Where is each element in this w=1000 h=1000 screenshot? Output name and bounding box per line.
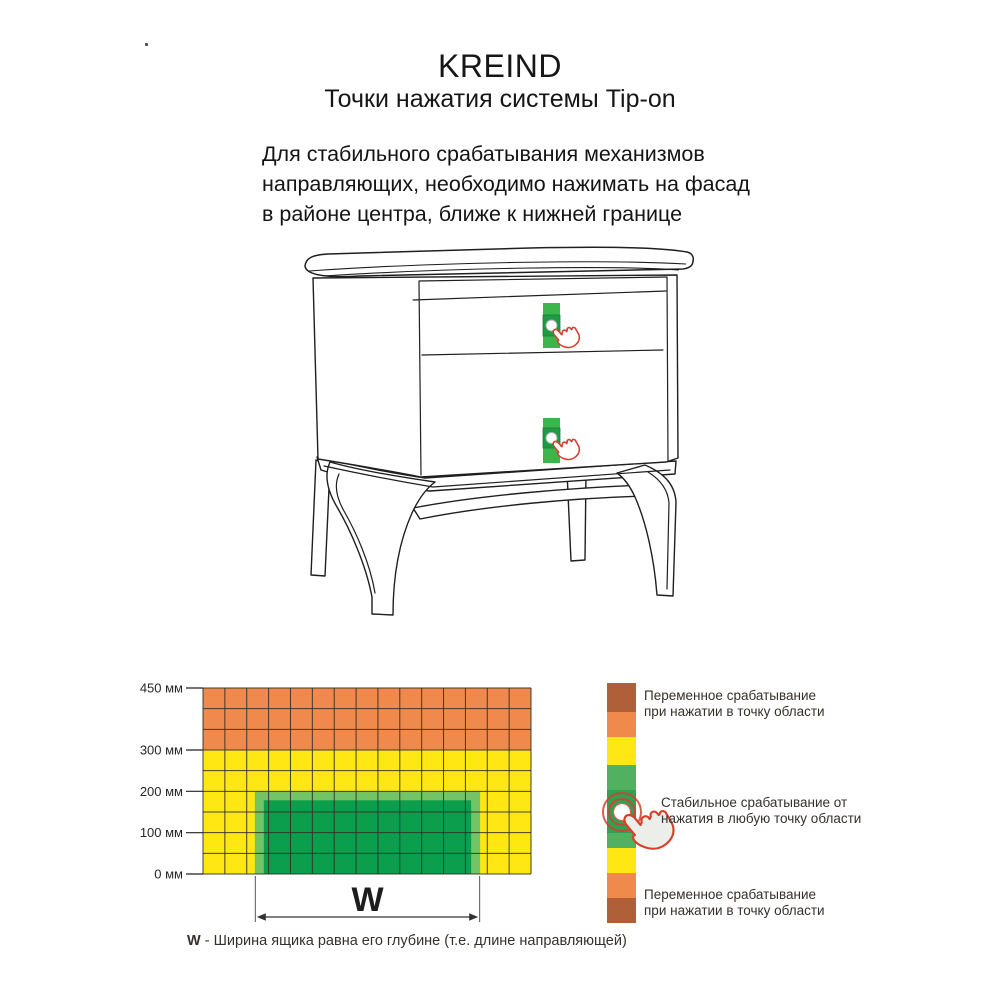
tap-hand-icon [552,326,581,349]
legend-item-stable: Стабильное срабатывание от нажатия в люб… [661,795,862,826]
nightstand-right-inner-edge [666,276,669,462]
legend-segment [607,683,636,712]
press-point-bottom [542,418,581,463]
legend-segment [607,873,636,898]
chart-caption: W - Ширина ящика равна его глубине (т.е.… [187,933,627,949]
tap-hand-icon [623,809,675,850]
nightstand-front-right-leg [616,464,677,597]
stray-dot [145,43,148,46]
press-point-top [542,303,581,349]
brand-title: KREIND [438,48,562,84]
nightstand-side-divider [418,281,422,476]
legend-segment [607,737,636,765]
nightstand-rear-right-leg [566,470,587,562]
legend-item-variable-top: Переменное срабатывание при нажатии в то… [644,688,825,719]
apron-inner-line [323,465,671,488]
axis-tick-label: 0 мм [154,867,183,882]
caption-text: - Ширина ящика равна его глубине (т.е. д… [200,933,627,949]
axis-tick-label: 300 мм [140,743,183,758]
tap-hand-icon [552,438,581,461]
front-left-leg-contour [335,473,376,594]
zone-variable-response-upper [203,688,531,750]
page-subtitle: Точки нажатия системы Tip-on [324,85,676,113]
caption-w: W [187,933,201,949]
nightstand-illustration [304,246,694,616]
ripple-outer-ring [602,792,642,832]
axis-tick-label: 100 мм [140,825,183,840]
ripple-mid-ring [608,798,636,826]
legend-segment [607,765,636,790]
drawer-top-edge [412,290,667,301]
legend-segment [607,833,636,848]
intro-paragraph: Для стабильного срабатывания механизмов … [262,142,750,226]
legend-segment [607,712,636,737]
nightstand-front-left-leg [326,461,436,616]
nightstand-body [312,274,679,478]
axis-tick-label: 450 мм [140,681,183,696]
arrowhead-left [256,913,266,921]
legend-segment [607,898,636,923]
stable-zone-inner [263,800,472,874]
legend-segment [607,848,636,873]
lid-rim-line-2 [322,267,680,277]
front-right-leg-contour [647,471,670,590]
legend-item-variable-bottom: Переменное срабатывание при нажатии в то… [644,887,825,918]
drawer-divider [421,349,664,356]
w-dimension-label: W [351,881,384,919]
axis-tick-label: 200 мм [140,784,183,799]
lid-rim-line-1 [308,261,687,272]
legend-tap-icon [602,792,675,850]
nightstand-front-top-edge [418,276,668,282]
pressure-zone-chart: 450 мм 300 мм 200 мм 100 мм 0 мм W [140,670,580,970]
nightstand-lid [304,246,694,278]
arrowhead-right [469,913,479,921]
